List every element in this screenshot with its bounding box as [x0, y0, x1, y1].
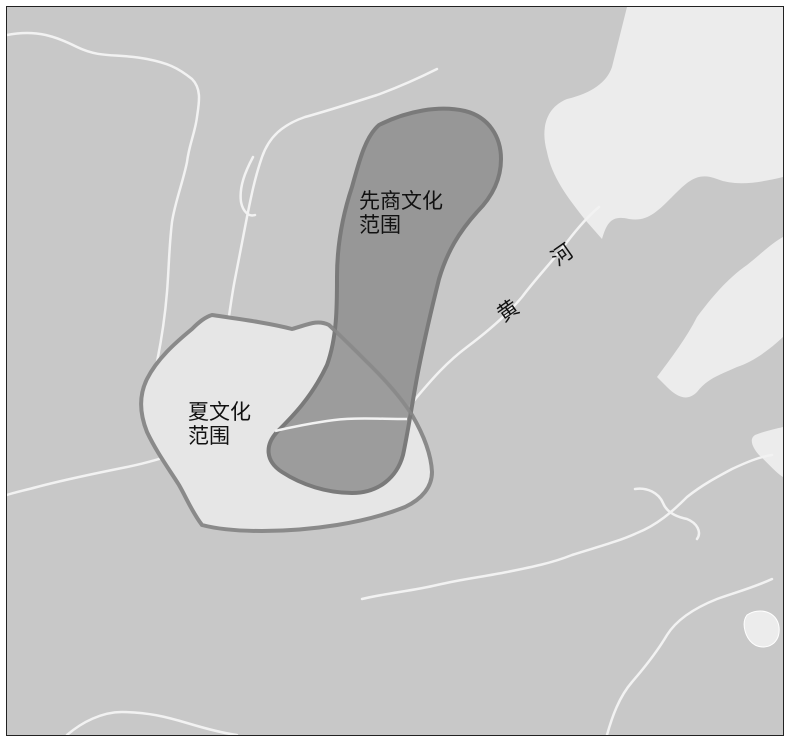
shang-label-line2: 范围 [359, 213, 401, 237]
sea-area [544, 7, 783, 239]
river-huai [360, 453, 774, 601]
xia-outline-overlap [327, 323, 414, 416]
sea-east [657, 237, 783, 398]
island [743, 610, 780, 648]
shang-region-label: 先商文化 范围 [359, 189, 443, 237]
river-north-west [7, 31, 201, 364]
xia-region-label: 夏文化 范围 [188, 400, 251, 448]
xia-label-line2: 范围 [188, 424, 230, 448]
river-fen [223, 67, 439, 344]
coast-lake [633, 487, 701, 541]
river-south-2 [65, 710, 239, 735]
river-fen-branch [239, 155, 257, 217]
shang-label-line1: 先商文化 [359, 189, 443, 213]
sea-south-east [751, 427, 783, 477]
yellow-river-lower [395, 205, 601, 424]
islet [753, 79, 757, 83]
map-frame: 先商文化 范围 夏文化 范围 黄 河 [6, 6, 784, 736]
shang-region [266, 106, 503, 495]
yellow-river-overlap [274, 417, 408, 433]
xia-label-line1: 夏文化 [188, 400, 251, 424]
map-canvas [7, 7, 783, 735]
river-south [605, 577, 774, 735]
islet [764, 64, 770, 70]
islet [715, 133, 719, 137]
